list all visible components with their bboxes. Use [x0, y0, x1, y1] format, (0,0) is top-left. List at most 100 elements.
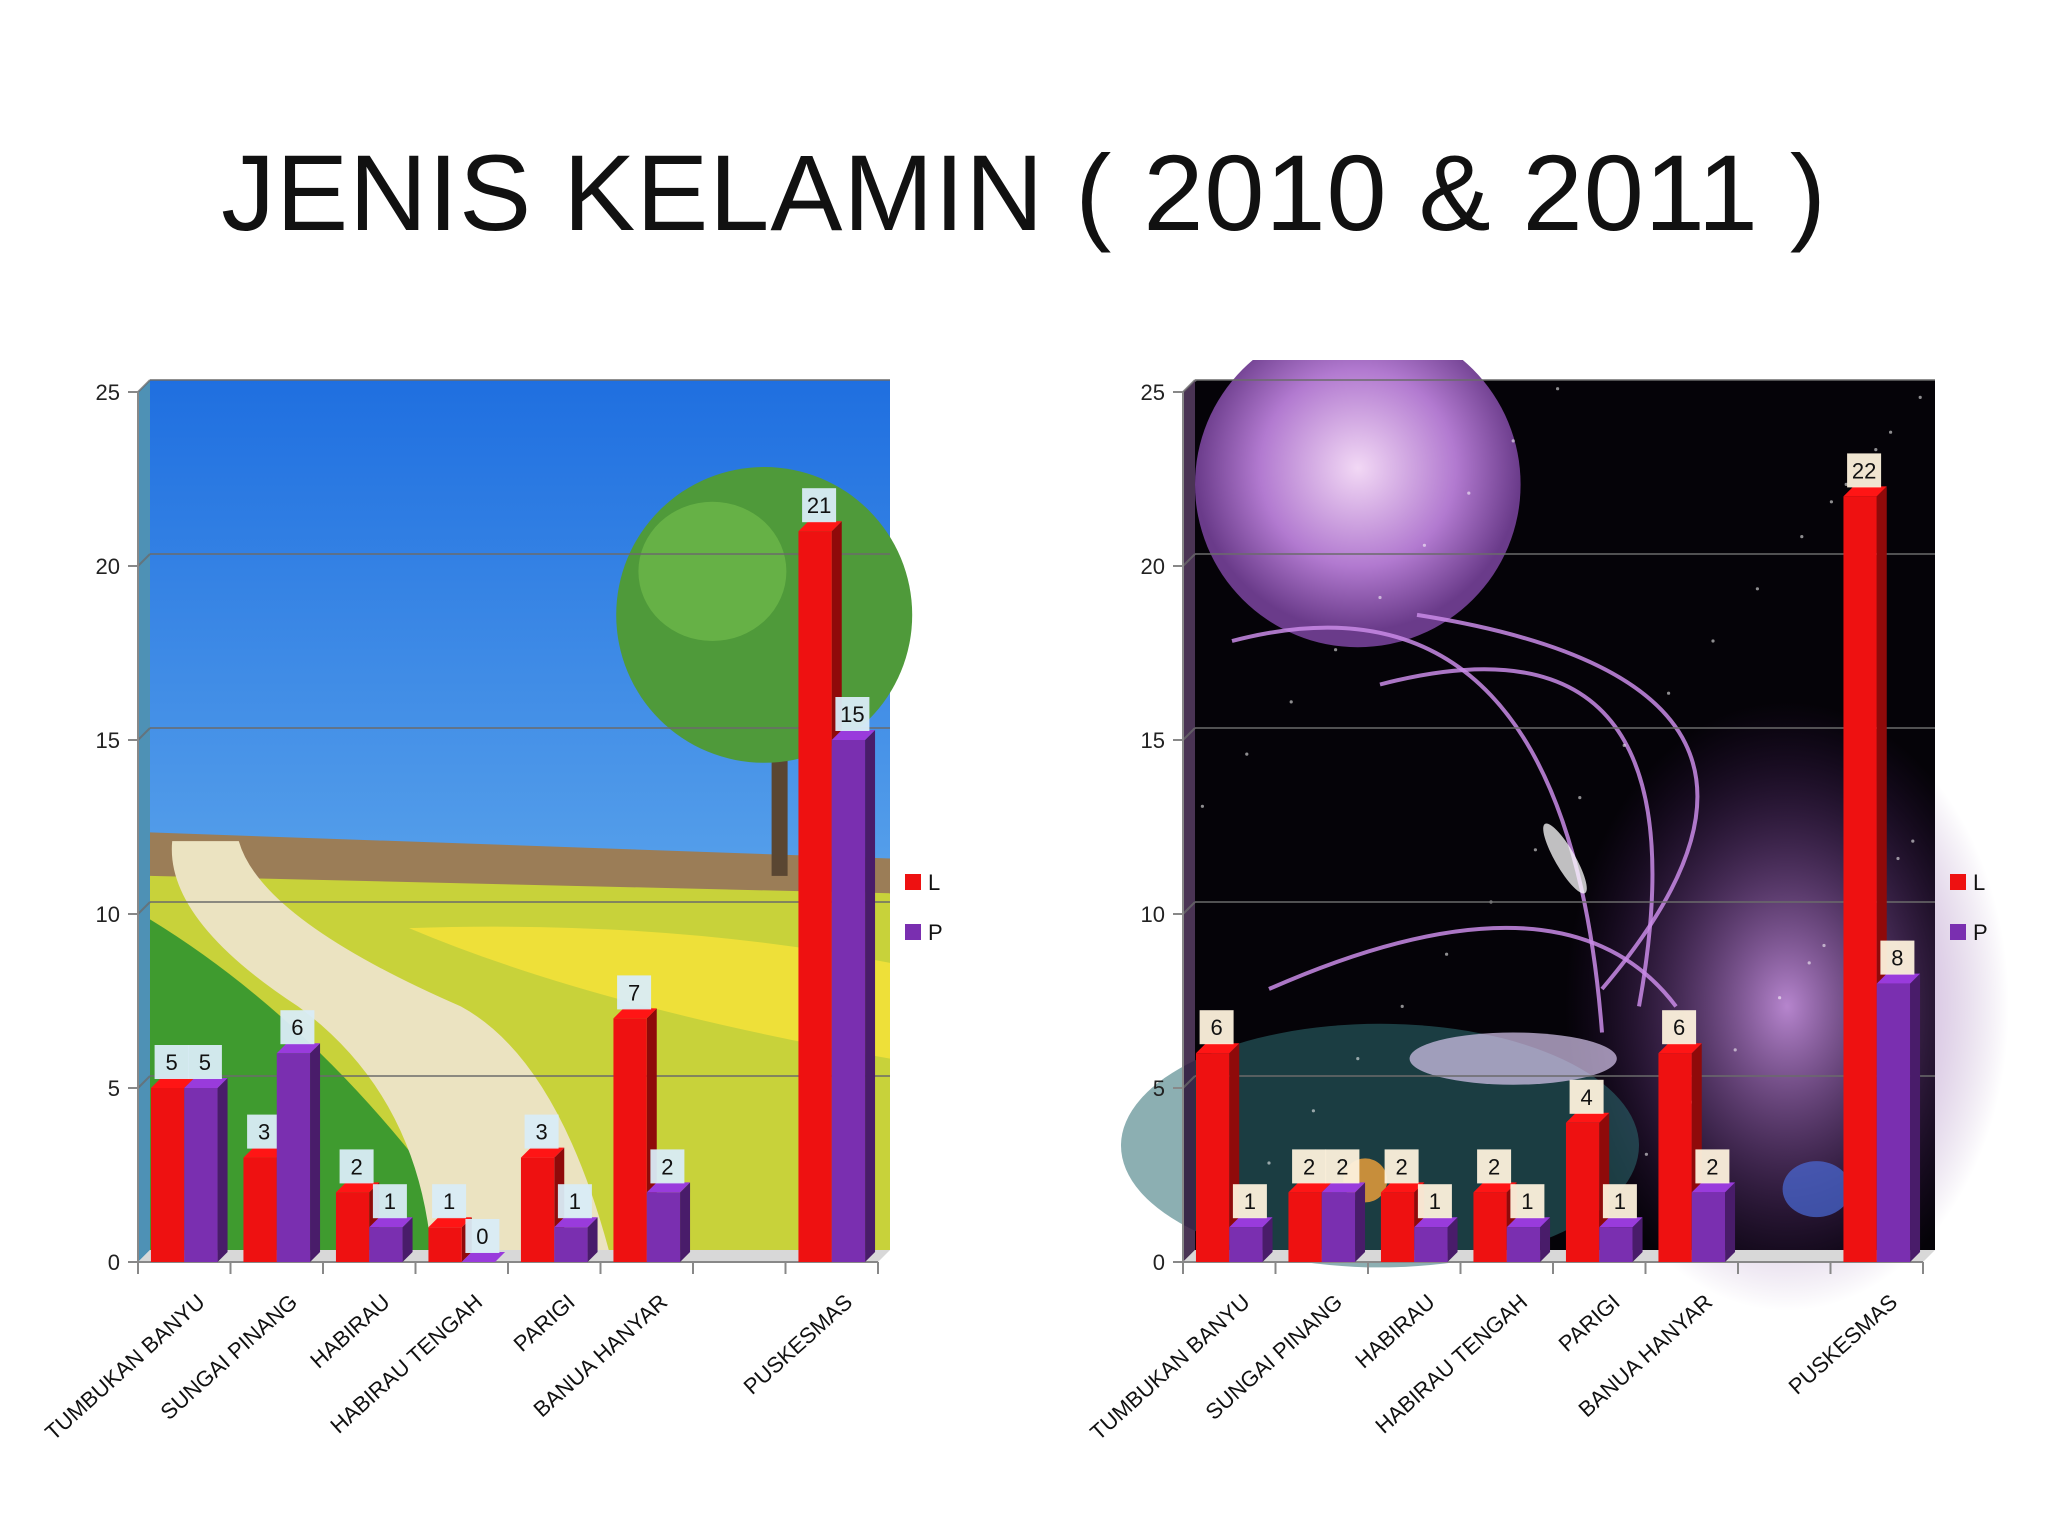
star: [1844, 482, 1848, 486]
star: [1778, 996, 1782, 1000]
legend-label: L: [928, 870, 940, 895]
planet: [1195, 360, 1521, 648]
data-label: 1: [1429, 1189, 1441, 1214]
data-label: 2: [1488, 1154, 1500, 1179]
star: [1667, 691, 1671, 695]
bar-side: [1447, 1217, 1458, 1262]
bar-front: [1473, 1192, 1507, 1262]
tree-crown-highlight: [638, 501, 787, 641]
bar-front: [369, 1227, 403, 1262]
gridline: [137, 1075, 151, 1089]
bar-P: [461, 1252, 506, 1262]
bar-front: [1565, 1122, 1600, 1262]
floor: [1183, 1250, 1935, 1262]
data-label-box: [1232, 1184, 1267, 1219]
y-tick-label: 5: [1153, 1076, 1165, 1101]
star: [1378, 595, 1382, 600]
star: [1533, 848, 1537, 852]
legend-swatch-L: [905, 874, 921, 890]
data-label: 5: [165, 1050, 177, 1075]
bar-top: [369, 1217, 413, 1228]
y-tick-label: 15: [96, 728, 120, 753]
star: [1267, 1161, 1271, 1165]
star: [1422, 543, 1426, 547]
bar-side: [1262, 1217, 1273, 1262]
legend-label: P: [1973, 920, 1988, 945]
legend: LP: [1950, 870, 1988, 945]
data-label: 22: [1852, 458, 1876, 483]
bar-front: [1380, 1192, 1415, 1262]
bar-top: [335, 1182, 380, 1193]
glow-wisp: [1409, 1032, 1617, 1085]
data-label-box: [1695, 1149, 1730, 1184]
data-label-box: [1199, 1010, 1234, 1045]
data-label: 1: [1614, 1189, 1626, 1214]
bar-front: [1599, 1227, 1633, 1262]
star: [1829, 500, 1833, 504]
side-wall: [1183, 380, 1195, 1262]
star: [1245, 752, 1249, 756]
bar-front: [554, 1227, 588, 1262]
x-category-label: PUSKESMAS: [739, 1289, 857, 1399]
data-label-box: [1292, 1149, 1327, 1184]
x-category-label: TUMBUKAN BANYU: [1085, 1289, 1254, 1445]
bar-front: [1288, 1192, 1322, 1262]
data-label-box: [557, 1184, 592, 1219]
bar-front: [1658, 1053, 1692, 1262]
light-streak: [1268, 925, 1678, 1008]
star: [1918, 395, 1922, 399]
bar-front: [1414, 1227, 1448, 1262]
bar-side: [1632, 1217, 1643, 1262]
legend-label: L: [1973, 870, 1985, 895]
y-tick-label: 0: [1153, 1250, 1165, 1275]
gridline: [1182, 1075, 1196, 1089]
data-label-box: [1880, 940, 1915, 975]
bar-front: [1195, 1053, 1230, 1262]
bar-top: [831, 730, 876, 740]
data-label: 8: [1891, 946, 1903, 971]
data-label-box: [339, 1149, 374, 1184]
y-tick-label: 25: [96, 380, 120, 405]
bar-top: [1321, 1182, 1366, 1193]
bar-front: [646, 1192, 681, 1262]
data-label: 1: [1521, 1189, 1533, 1214]
bar-front: [798, 531, 832, 1262]
star: [1874, 448, 1878, 452]
bar-front: [1321, 1192, 1356, 1262]
bar-top: [1506, 1217, 1551, 1228]
data-label: 3: [535, 1120, 547, 1145]
data-label-box: [1510, 1184, 1545, 1219]
x-category-label: HABIRAU: [1350, 1289, 1439, 1373]
bar-front: [1691, 1192, 1726, 1262]
bar-L: [1843, 486, 1887, 1262]
data-label: 1: [443, 1189, 455, 1214]
star: [1356, 1057, 1360, 1061]
star: [1889, 430, 1893, 434]
star: [1289, 700, 1293, 704]
data-label: 6: [291, 1015, 303, 1040]
data-label-box: [835, 697, 870, 731]
bar-side: [310, 1043, 321, 1262]
data-label: 3: [258, 1120, 270, 1145]
bar-top: [798, 521, 842, 532]
legend-swatch-P: [1950, 924, 1966, 940]
bar-P: [1506, 1217, 1551, 1262]
data-label-box: [1325, 1149, 1360, 1184]
slide-title: JENIS KELAMIN ( 2010 & 2011 ): [221, 132, 1827, 253]
data-label: 6: [1210, 1015, 1222, 1040]
bar-P: [1599, 1217, 1643, 1262]
bar-top: [1876, 973, 1921, 984]
bar-side: [1910, 973, 1921, 1262]
star: [1711, 639, 1715, 643]
star: [1733, 1048, 1737, 1052]
star: [1511, 439, 1515, 443]
gridline: [1182, 379, 1196, 393]
bar-side: [680, 1182, 691, 1262]
bar-front: [1876, 983, 1911, 1262]
data-label: 2: [1336, 1154, 1348, 1179]
star: [1556, 387, 1560, 391]
bar-top: [428, 1217, 472, 1228]
bar-front: [520, 1157, 555, 1262]
gridline: [1182, 901, 1196, 915]
